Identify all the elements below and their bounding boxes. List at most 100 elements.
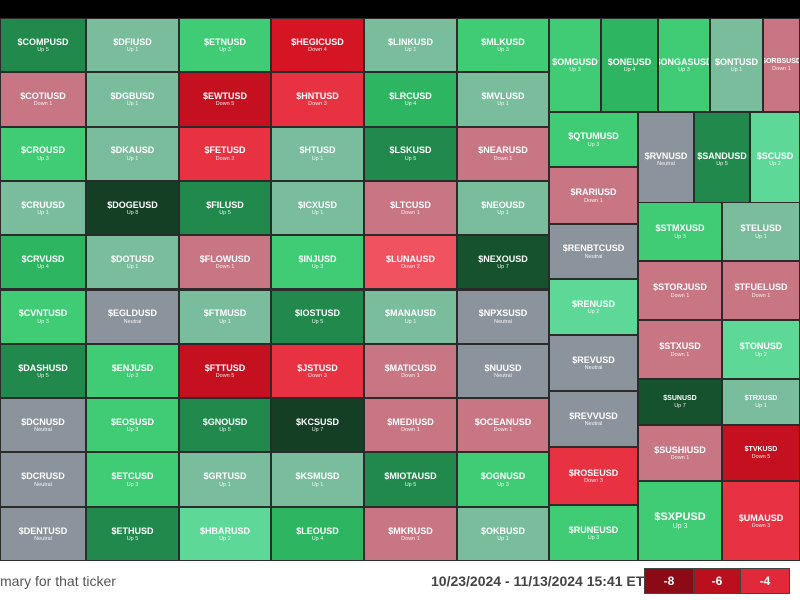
- ticker-tile[interactable]: $STXUSD Down 1: [638, 320, 722, 379]
- ticker-tile[interactable]: $UMAUSD Down 3: [722, 481, 800, 561]
- ticker-tile[interactable]: $TRXUSD Up 1: [722, 379, 800, 425]
- ticker-tile[interactable]: $REVVUSD Neutral: [549, 391, 638, 447]
- ticker-tile[interactable]: $COTIUSD Down 1: [0, 72, 86, 127]
- ticker-symbol: $CRVUSD: [21, 254, 65, 264]
- ticker-tile[interactable]: $NPXSUSD Neutral: [457, 289, 549, 344]
- ticker-symbol: $MATICUSD: [384, 362, 437, 373]
- ticker-tile[interactable]: $MLKUSD Up 3: [457, 18, 549, 73]
- ticker-tile[interactable]: $OMGUSD Up 3: [549, 18, 601, 112]
- ticker-tile[interactable]: $ONGASUSD Up 3: [658, 18, 710, 112]
- ticker-symbol: $DKAUSD: [110, 145, 155, 156]
- ticker-tile[interactable]: $STORJUSD Down 1: [638, 261, 722, 320]
- ticker-tile[interactable]: $LSKUSD Up 5: [364, 126, 457, 181]
- ticker-tile[interactable]: $HBARUSD Up 2: [179, 506, 271, 561]
- ticker-tile[interactable]: $DKAUSD Up 1: [86, 126, 179, 181]
- ticker-tile[interactable]: $ETCUSD Up 3: [86, 452, 179, 507]
- ticker-tile[interactable]: $HTUSD Up 1: [271, 126, 364, 181]
- ticker-tile[interactable]: $LRCUSD Up 4: [364, 72, 457, 127]
- ticker-change: Up 5: [37, 47, 49, 54]
- ticker-tile[interactable]: $TELUSD Up 1: [722, 202, 800, 261]
- ticker-tile[interactable]: $SUNUSD Up 7: [638, 379, 722, 425]
- ticker-tile[interactable]: $ORBSUSD Down 1: [763, 18, 800, 112]
- ticker-tile[interactable]: $MIOTAUSD Up 5: [364, 452, 457, 507]
- ticker-tile[interactable]: $COMPUSD Up 5: [0, 18, 86, 73]
- ticker-tile[interactable]: $DENTUSD Neutral: [0, 506, 86, 561]
- ticker-tile[interactable]: $EGLDUSD Neutral: [86, 289, 179, 344]
- ticker-tile[interactable]: $HNTUSD Down 3: [271, 72, 364, 127]
- ticker-tile[interactable]: $ONEUSD Up 4: [601, 18, 658, 112]
- ticker-tile[interactable]: $SXPUSD Up 3: [638, 481, 722, 561]
- ticker-tile[interactable]: $LINKUSD Up 1: [364, 18, 457, 73]
- ticker-tile[interactable]: $FILUSD Up 5: [179, 180, 271, 236]
- ticker-tile[interactable]: $GNOUSD Up 5: [179, 398, 271, 453]
- ticker-tile[interactable]: $SUSHIUSD Down 1: [638, 425, 722, 481]
- ticker-tile[interactable]: $ROSEUSD Down 3: [549, 447, 638, 505]
- ticker-tile[interactable]: $DOGEUSD Up 8: [86, 180, 179, 236]
- ticker-tile[interactable]: $DFIUSD Up 1: [86, 18, 179, 73]
- ticker-tile[interactable]: $ENJUSD Up 3: [86, 343, 179, 399]
- ticker-symbol: $ROSEUSD: [568, 467, 619, 478]
- ticker-tile[interactable]: $TVKUSD Down 5: [722, 425, 800, 481]
- ticker-change: Up 1: [37, 210, 49, 217]
- ticker-tile[interactable]: $FETUSD Down 3: [179, 126, 271, 181]
- ticker-tile[interactable]: $DGBUSD Up 1: [86, 72, 179, 127]
- ticker-tile[interactable]: $MKRUSD Down 1: [364, 506, 457, 561]
- legend-swatch-minus-4[interactable]: -4: [740, 568, 790, 594]
- ticker-tile[interactable]: $EWTUSD Down 5: [179, 72, 271, 127]
- ticker-tile[interactable]: $LUNAUSD Down 2: [364, 235, 457, 290]
- ticker-symbol: $DOGEUSD: [107, 199, 158, 210]
- ticker-tile[interactable]: $IOSTUSD Up 5: [271, 289, 364, 344]
- ticker-change: Up 3: [37, 155, 49, 162]
- ticker-tile[interactable]: $MANAUSD Up 1: [364, 289, 457, 344]
- ticker-tile[interactable]: $ETHUSD Up 5: [86, 506, 179, 561]
- ticker-tile[interactable]: $DCNUSD Neutral: [0, 398, 86, 453]
- ticker-tile[interactable]: $ETNUSD Up 3: [179, 18, 271, 73]
- ticker-tile[interactable]: $RENUSD Up 2: [549, 279, 638, 335]
- ticker-tile[interactable]: $QTUMUSD Up 3: [549, 112, 638, 167]
- ticker-tile[interactable]: $FLOWUSD Down 1: [179, 235, 271, 290]
- ticker-tile[interactable]: $FTTUSD Down 5: [179, 343, 271, 399]
- ticker-tile[interactable]: $RVNUSD Neutral: [638, 112, 694, 206]
- ticker-tile[interactable]: $ONTUSD Up 1: [710, 18, 763, 112]
- ticker-change: Down 1: [670, 292, 690, 299]
- ticker-tile[interactable]: $LEOUSD Up 4: [271, 506, 364, 561]
- ticker-tile[interactable]: $SANDUSD Up 5: [694, 112, 750, 206]
- ticker-tile[interactable]: $NEARUSD Down 1: [457, 126, 549, 181]
- ticker-tile[interactable]: $CVNTUSD Up 3: [0, 289, 86, 344]
- ticker-tile[interactable]: $RUNEUSD Up 3: [549, 505, 638, 561]
- ticker-tile[interactable]: $MEDIUSD Down 1: [364, 398, 457, 453]
- legend-swatch-minus-6[interactable]: -6: [694, 568, 740, 594]
- ticker-tile[interactable]: $OKBUSD Up 1: [457, 506, 549, 561]
- ticker-tile[interactable]: $ICXUSD Up 1: [271, 180, 364, 236]
- ticker-tile[interactable]: $RENBTCUSD Neutral: [549, 224, 638, 279]
- ticker-tile[interactable]: $DCRUSD Neutral: [0, 452, 86, 507]
- ticker-tile[interactable]: $KSMUSD Up 1: [271, 452, 364, 507]
- ticker-tile[interactable]: $REVUSD Neutral: [549, 335, 638, 391]
- ticker-tile[interactable]: $SCUSD Up 2: [750, 112, 800, 206]
- ticker-tile[interactable]: $NEXOUSD Up 7: [457, 235, 549, 290]
- ticker-tile[interactable]: $OCEANUSD Down 1: [457, 398, 549, 453]
- ticker-tile[interactable]: $RARIUSD Down 1: [549, 167, 638, 224]
- ticker-tile[interactable]: $STMXUSD Up 3: [638, 202, 722, 261]
- ticker-tile[interactable]: $HEGICUSD Down 4: [271, 18, 364, 73]
- ticker-tile[interactable]: $DASHUSD Up 5: [0, 343, 86, 399]
- ticker-tile[interactable]: $CROUSD Up 3: [0, 126, 86, 181]
- ticker-tile[interactable]: $LTCUSD Down 1: [364, 180, 457, 236]
- ticker-tile[interactable]: $EOSUSD Up 3: [86, 398, 179, 453]
- ticker-tile[interactable]: $DOTUSD Up 1: [86, 235, 179, 290]
- ticker-tile[interactable]: $NUUSD Neutral: [457, 343, 549, 399]
- ticker-tile[interactable]: $OGNUSD Up 3: [457, 452, 549, 507]
- ticker-tile[interactable]: $JSTUSD Down 3: [271, 343, 364, 399]
- ticker-tile[interactable]: $KCSUSD Up 7: [271, 398, 364, 453]
- ticker-tile[interactable]: $INJUSD Up 3: [271, 235, 364, 290]
- legend-swatch-minus-8[interactable]: -8: [644, 568, 694, 594]
- ticker-tile[interactable]: $NEOUSD Up 1: [457, 180, 549, 236]
- ticker-tile[interactable]: $GRTUSD Up 1: [179, 452, 271, 507]
- ticker-tile[interactable]: $TONUSD Up 2: [722, 320, 800, 379]
- ticker-tile[interactable]: $CRVUSD Up 4: [0, 235, 86, 290]
- ticker-tile[interactable]: $FTMUSD Up 1: [179, 289, 271, 344]
- ticker-tile[interactable]: $MVLUSD Up 1: [457, 72, 549, 127]
- ticker-tile[interactable]: $CRUUSD Up 1: [0, 180, 86, 236]
- ticker-tile[interactable]: $MATICUSD Down 1: [364, 343, 457, 399]
- ticker-tile[interactable]: $TFUELUSD Down 1: [722, 261, 800, 320]
